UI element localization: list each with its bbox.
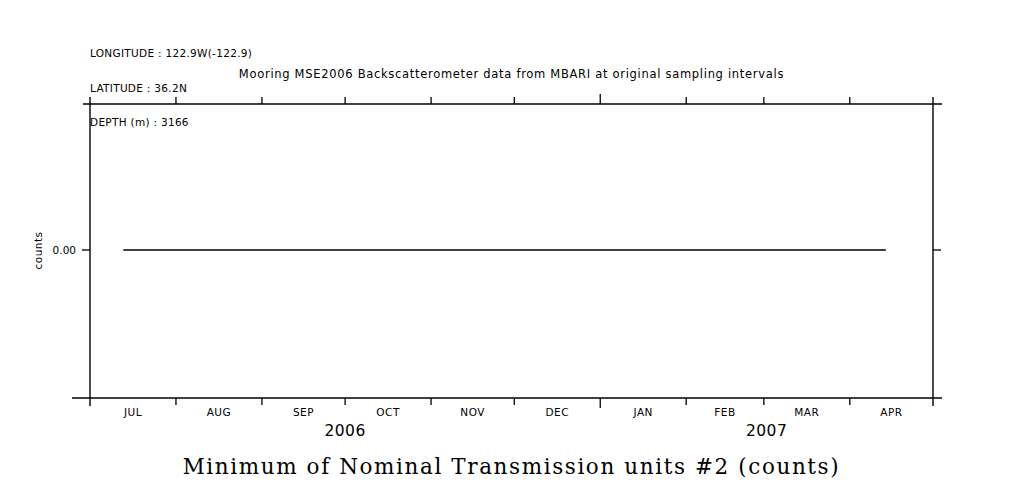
x-month-label: JAN bbox=[613, 406, 673, 418]
y-tick-label: 0.00 bbox=[40, 244, 76, 256]
header-longitude: LONGITUDE : 122.9W(-122.9) bbox=[90, 48, 252, 60]
x-month-label: JUL bbox=[103, 406, 163, 418]
chart-title: Mooring MSE2006 Backscatterometer data f… bbox=[90, 67, 933, 81]
header-depth: DEPTH (m) : 3166 bbox=[90, 117, 252, 129]
header-latitude: LATITUDE : 36.2N bbox=[90, 83, 252, 95]
y-axis-label: counts bbox=[32, 221, 45, 281]
x-month-label: AUG bbox=[189, 406, 249, 418]
x-month-label: OCT bbox=[358, 406, 418, 418]
x-month-label: MAR bbox=[777, 406, 837, 418]
x-month-label: SEP bbox=[274, 406, 334, 418]
x-year-label: 2007 bbox=[727, 422, 807, 440]
station-header: LONGITUDE : 122.9W(-122.9) LATITUDE : 36… bbox=[90, 25, 252, 152]
plot-page: LONGITUDE : 122.9W(-122.9) LATITUDE : 36… bbox=[0, 0, 1009, 504]
x-month-label: APR bbox=[861, 406, 921, 418]
bottom-title: Minimum of Nominal Transmission units #2… bbox=[90, 454, 933, 479]
x-year-label: 2006 bbox=[305, 422, 385, 440]
x-month-label: DEC bbox=[527, 406, 587, 418]
x-month-label: NOV bbox=[443, 406, 503, 418]
x-month-label: FEB bbox=[695, 406, 755, 418]
